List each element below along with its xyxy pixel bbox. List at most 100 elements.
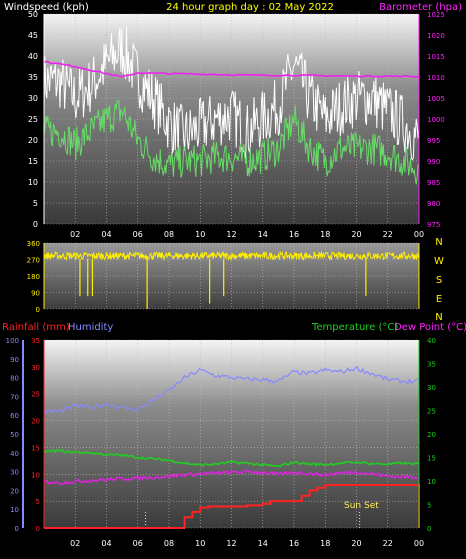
rainfall-y-tick: 25 bbox=[31, 391, 40, 399]
compass-letter: N bbox=[435, 237, 442, 248]
direction-y-tick: 90 bbox=[31, 290, 40, 298]
wind-panel-axes: 0510152025303540455097598098599099510001… bbox=[28, 10, 445, 239]
temp-x-tick: 06 bbox=[133, 539, 143, 548]
direction-y-tick: 270 bbox=[27, 257, 40, 265]
temp-x-tick: 20 bbox=[351, 539, 361, 548]
temp-x-tick: 00 bbox=[414, 539, 424, 548]
wind-y-tick: 35 bbox=[28, 73, 38, 82]
dewpoint-series bbox=[43, 469, 420, 486]
barometer-y-tick: 1005 bbox=[427, 95, 445, 103]
temperature-y-tick: 10 bbox=[427, 478, 436, 486]
barometer-y-tick: 1025 bbox=[427, 11, 445, 19]
barometer-y-tick: 1015 bbox=[427, 53, 445, 61]
barometer-series bbox=[43, 60, 420, 78]
rainfall-y-tick: 10 bbox=[31, 471, 40, 479]
humidity-series bbox=[43, 365, 419, 414]
humidity-y-tick: 0 bbox=[15, 525, 19, 533]
wind-x-tick: 00 bbox=[414, 230, 424, 239]
direction-panel-grid bbox=[44, 242, 420, 310]
wind-y-tick: 20 bbox=[28, 136, 38, 145]
temp-panel-series bbox=[43, 365, 420, 529]
humidity-y-tick: 60 bbox=[10, 412, 19, 420]
wind-y-tick: 0 bbox=[33, 220, 38, 229]
windspeed-series bbox=[43, 26, 420, 161]
barometer-y-tick: 980 bbox=[427, 200, 440, 208]
rainfall-y-tick: 5 bbox=[36, 498, 40, 506]
humidity-y-tick: 20 bbox=[10, 487, 19, 495]
humidity-y-tick: 100 bbox=[6, 337, 19, 345]
wind-y-tick: 25 bbox=[28, 115, 38, 124]
temperature-y-tick: 5 bbox=[427, 502, 431, 510]
wind-x-tick: 12 bbox=[226, 230, 236, 239]
wind-x-tick: 18 bbox=[320, 230, 330, 239]
wind-y-tick: 10 bbox=[28, 178, 38, 187]
graph-title: 24 hour graph day : 02 May 2022 bbox=[166, 2, 334, 13]
avg-wind-series bbox=[43, 99, 420, 185]
wind-y-tick: 5 bbox=[33, 199, 38, 208]
rainfall-y-tick: 0 bbox=[36, 525, 40, 533]
temp-panel-axes: 0510152025303501020304050607080901000510… bbox=[6, 337, 436, 548]
direction-y-tick: 0 bbox=[36, 306, 40, 314]
temp-x-tick: 18 bbox=[320, 539, 330, 548]
barometer-y-tick: 1000 bbox=[427, 116, 445, 124]
humidity-y-tick: 90 bbox=[10, 356, 19, 364]
temp-x-tick: 22 bbox=[383, 539, 393, 548]
wind-y-tick: 45 bbox=[28, 31, 38, 40]
humidity-axis-title: Humidity bbox=[68, 322, 113, 333]
wind-x-tick: 14 bbox=[258, 230, 268, 239]
temperature-series bbox=[43, 449, 420, 468]
temperature-y-tick: 20 bbox=[427, 431, 436, 439]
direction-y-tick: 180 bbox=[27, 273, 40, 281]
wind-x-tick: 10 bbox=[195, 230, 205, 239]
wind-direction-series bbox=[43, 250, 420, 261]
humidity-y-tick: 10 bbox=[10, 506, 19, 514]
rainfall-y-tick: 35 bbox=[31, 337, 40, 345]
temp-x-tick: 08 bbox=[164, 539, 174, 548]
barometer-y-tick: 1010 bbox=[427, 74, 445, 82]
humidity-y-tick: 30 bbox=[10, 469, 19, 477]
compass-letter: N bbox=[435, 312, 442, 323]
temp-x-tick: 12 bbox=[226, 539, 236, 548]
wind-x-tick: 04 bbox=[101, 230, 111, 239]
wind-y-tick: 30 bbox=[28, 94, 38, 103]
wind-y-tick: 40 bbox=[28, 52, 38, 61]
compass-letter: E bbox=[436, 294, 442, 305]
rainfall-series bbox=[44, 484, 420, 529]
temperature-y-tick: 15 bbox=[427, 455, 436, 463]
temp-x-tick: 04 bbox=[101, 539, 111, 548]
wind-x-tick: 20 bbox=[351, 230, 361, 239]
barometer-axis-title: Barometer (hpa) bbox=[379, 2, 462, 13]
humidity-y-tick: 50 bbox=[10, 431, 19, 439]
temp-x-tick: 02 bbox=[70, 539, 80, 548]
temperature-y-tick: 0 bbox=[427, 525, 431, 533]
compass-letter: W bbox=[434, 256, 444, 267]
direction-y-tick: 360 bbox=[27, 240, 40, 248]
direction-panel-series bbox=[43, 250, 420, 309]
rainfall-axis-title: Rainfall (mm) bbox=[2, 322, 70, 333]
compass-letter: S bbox=[436, 275, 442, 286]
humidity-y-tick: 80 bbox=[10, 375, 19, 383]
windspeed-axis-title: Windspeed (kph) bbox=[4, 2, 89, 13]
wind-x-tick: 02 bbox=[70, 230, 80, 239]
temperature-y-tick: 25 bbox=[427, 408, 436, 416]
barometer-y-tick: 1020 bbox=[427, 32, 445, 40]
temp-x-tick: 16 bbox=[289, 539, 299, 548]
wind-panel-series bbox=[43, 26, 420, 185]
temperature-y-tick: 35 bbox=[427, 361, 436, 369]
wind-y-tick: 50 bbox=[28, 10, 38, 19]
dewpoint-axis-title: Dew Point (°C) bbox=[394, 322, 466, 333]
temperature-y-tick: 30 bbox=[427, 384, 436, 392]
wind-x-tick: 16 bbox=[289, 230, 299, 239]
rainfall-y-tick: 20 bbox=[31, 418, 40, 426]
rainfall-y-tick: 15 bbox=[31, 444, 40, 452]
wind-x-tick: 22 bbox=[383, 230, 393, 239]
temperature-y-tick: 40 bbox=[427, 337, 436, 345]
temp-x-tick: 14 bbox=[258, 539, 268, 548]
temperature-axis-title: Temperature (°C) bbox=[311, 322, 398, 333]
barometer-y-tick: 975 bbox=[427, 221, 440, 229]
barometer-y-tick: 990 bbox=[427, 158, 440, 166]
humidity-y-tick: 40 bbox=[10, 450, 19, 458]
